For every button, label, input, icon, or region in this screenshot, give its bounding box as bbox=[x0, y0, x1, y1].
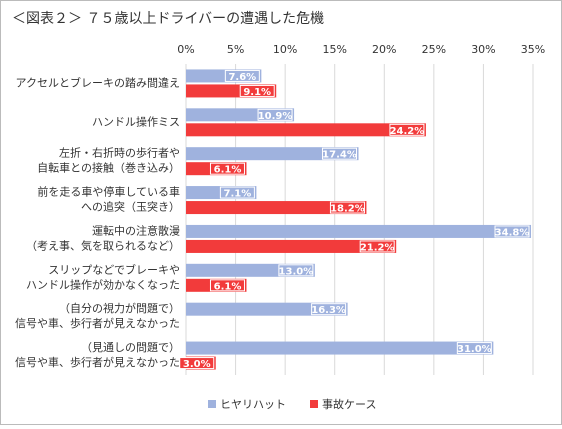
bar bbox=[186, 147, 359, 161]
bar bbox=[186, 201, 367, 215]
y-tick-label: （見通しの問題で） bbox=[81, 341, 180, 354]
x-tick-label: 5% bbox=[227, 43, 244, 56]
y-tick-label: 左折・右折時の歩行者や bbox=[59, 146, 180, 160]
value-label-box bbox=[224, 69, 260, 82]
legend-label: 事故ケース bbox=[322, 397, 376, 411]
legend-label: ヒヤリハット bbox=[220, 398, 286, 411]
legend-swatch bbox=[208, 400, 216, 408]
y-tick-label: への追突（玉突き） bbox=[81, 200, 180, 214]
y-tick-label: （自分の視力が問題で） bbox=[59, 301, 180, 315]
value-label-box bbox=[209, 279, 245, 292]
value-label-box bbox=[209, 162, 245, 175]
y-tick-label: ハンドル操作が効かなくなった bbox=[26, 277, 180, 291]
value-label-box bbox=[329, 201, 365, 214]
y-tick-label: 運転中の注意散漫 bbox=[92, 223, 180, 237]
value-label: 3.0% bbox=[183, 359, 211, 370]
y-tick-label: 信号や車、歩行者が見えなかった bbox=[15, 316, 180, 330]
y-tick-label: 自転車との接触（巻き込み） bbox=[37, 161, 180, 175]
x-tick-label: 15% bbox=[322, 43, 346, 56]
value-label-box bbox=[257, 108, 293, 121]
value-label-box bbox=[389, 123, 425, 136]
value-label: 13.0% bbox=[279, 266, 314, 277]
x-tick-label: 25% bbox=[422, 43, 446, 56]
value-label-box bbox=[278, 264, 314, 277]
y-tick-label: 前を走る車や停車している車 bbox=[37, 185, 180, 199]
bar bbox=[186, 302, 348, 316]
y-tick-label: ハンドル操作ミス bbox=[92, 114, 180, 128]
value-label: 31.0% bbox=[457, 344, 492, 355]
value-label: 34.8% bbox=[495, 227, 530, 238]
y-tick-label: スリップなどでブレーキや bbox=[48, 262, 180, 276]
value-label-box bbox=[359, 240, 395, 253]
value-label: 16.3% bbox=[311, 305, 346, 316]
x-tick-label: 20% bbox=[372, 43, 396, 56]
value-label: 10.9% bbox=[258, 111, 293, 122]
x-tick-label: 30% bbox=[471, 43, 495, 56]
value-label: 17.4% bbox=[322, 150, 357, 161]
value-label: 6.1% bbox=[214, 281, 242, 292]
value-label-box bbox=[322, 147, 358, 160]
x-tick-label: 0% bbox=[177, 43, 194, 56]
value-label: 21.2% bbox=[360, 242, 395, 253]
y-tick-label: （考え事、気を取られるなど） bbox=[26, 238, 180, 252]
y-tick-label: アクセルとブレーキの踏み間違え bbox=[16, 75, 180, 89]
value-label-box bbox=[239, 84, 275, 97]
bar bbox=[186, 341, 494, 355]
value-label-box bbox=[311, 303, 347, 316]
value-label-box bbox=[494, 225, 530, 238]
x-tick-label: 35% bbox=[521, 43, 545, 56]
value-label-box bbox=[219, 186, 255, 199]
chart-title: ＜図表２＞ ７５歳以上ドライバーの遭遇した危機 bbox=[12, 11, 324, 27]
value-label: 9.1% bbox=[243, 87, 271, 98]
y-tick-label: 信号や車、歩行者が見えなかった bbox=[15, 355, 180, 369]
bar bbox=[186, 123, 426, 137]
value-label: 7.6% bbox=[228, 72, 256, 83]
value-label-box bbox=[456, 342, 492, 355]
x-tick-label: 10% bbox=[273, 43, 297, 56]
legend-swatch bbox=[310, 400, 318, 408]
value-label: 6.1% bbox=[214, 165, 242, 176]
value-label: 24.2% bbox=[390, 126, 425, 137]
value-label: 7.1% bbox=[224, 189, 252, 200]
value-label: 18.2% bbox=[330, 204, 365, 215]
bar bbox=[186, 224, 532, 238]
bar bbox=[186, 239, 397, 253]
value-label-box bbox=[179, 357, 215, 370]
